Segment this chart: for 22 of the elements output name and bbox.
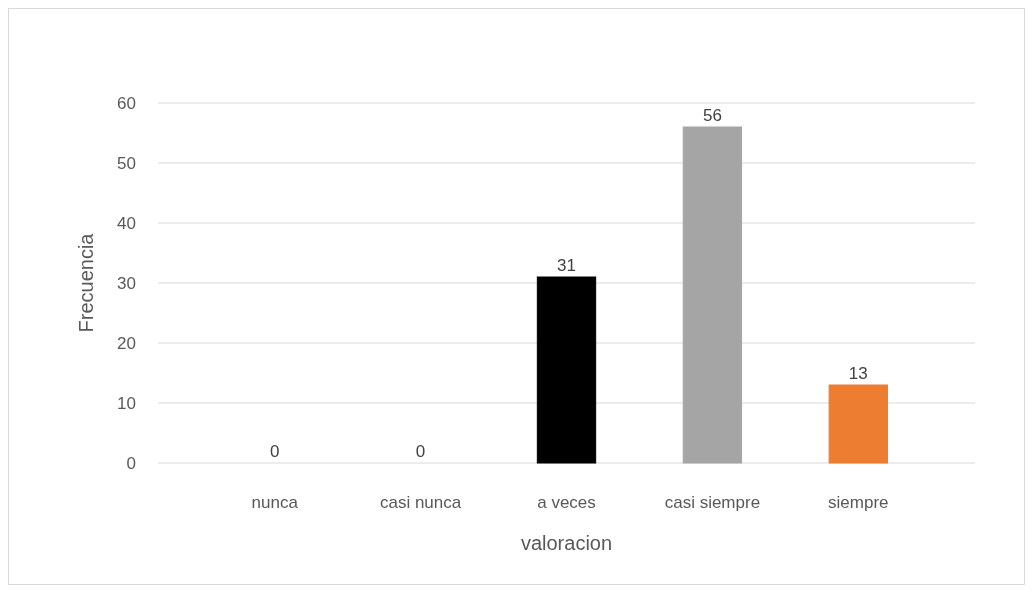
x-tick-label: a veces [537,493,596,512]
y-tick-label: 10 [117,393,136,413]
bar [682,126,743,464]
data-label: 0 [269,442,280,461]
y-tick-label: 40 [117,213,136,233]
data-label: 13 [848,364,868,383]
y-tick-label: 50 [117,153,136,173]
x-tick-label: casi siempre [664,493,761,512]
bar [828,384,888,464]
x-axis-title: valoracion [520,532,613,554]
y-axis-title: Frecuencia [75,232,97,333]
x-tick-label: siempre [828,493,889,512]
x-tick-label: nunca [251,493,299,512]
y-tick-label: 30 [117,273,136,293]
data-label: 31 [557,256,576,275]
data-label: 56 [702,106,722,125]
y-tick-label: 0 [126,453,136,473]
bar [536,276,597,464]
y-tick-label: 20 [117,333,136,353]
x-tick-label: casi nunca [379,493,462,512]
data-label: 0 [415,442,426,461]
y-tick-label: 60 [117,93,136,113]
